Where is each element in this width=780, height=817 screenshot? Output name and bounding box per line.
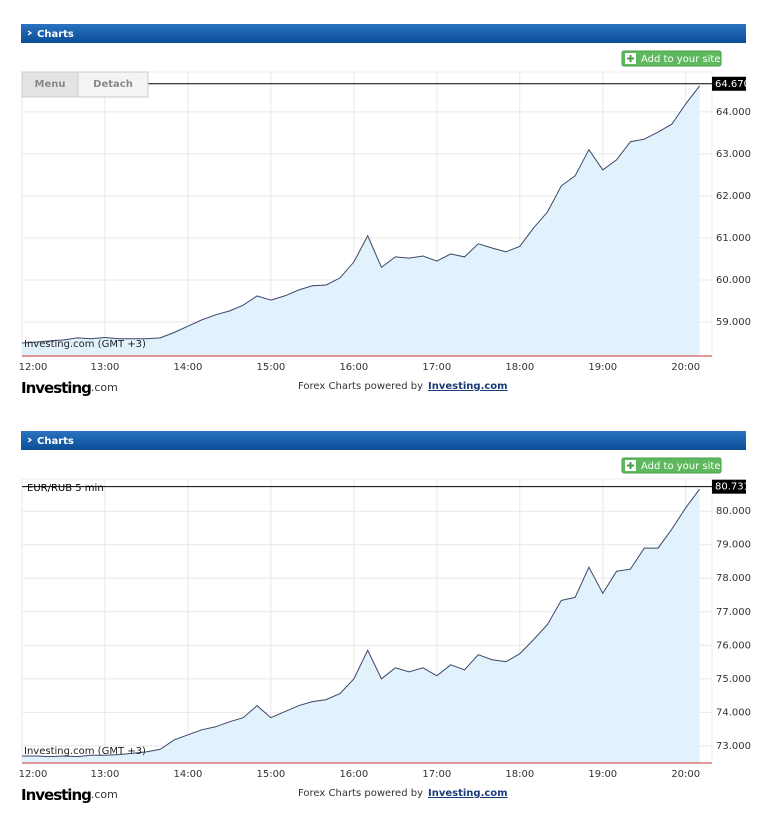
panel-header [21,431,746,450]
watermark: Investing.com (GMT +3) [24,339,146,350]
header-icon [27,30,33,36]
x-tick-label: 17:00 [422,362,451,373]
add-button[interactable]: Add to your site [621,50,722,67]
button-bg [621,50,722,67]
current-price-box [712,76,746,91]
header-title: Charts [37,29,74,40]
x-tick-label: 12:00 [19,362,48,373]
x-tick-label: 12:00 [19,769,48,780]
watermark: Investing.com (GMT +3) [24,746,146,757]
header-icon [27,437,33,443]
menu-button-label: Menu [35,79,66,90]
current-price-label: 64.670 [715,79,750,90]
menu-button[interactable]: Menu [21,71,79,98]
x-tick-label: 16:00 [339,362,368,373]
logo-suffix: .com [91,381,118,394]
menu-button[interactable]: Detach [77,71,149,98]
x-tick-label: 13:00 [91,362,120,373]
y-tick-label: 74.000 [716,707,751,718]
add-button[interactable]: Add to your site [621,457,722,474]
area [22,85,700,357]
logo-suffix: .com [91,788,118,801]
x-tick-label: 15:00 [256,769,285,780]
x-tick-label: 20:00 [671,769,700,780]
y-tick-label: 77.000 [716,607,751,618]
x-tick-label: 19:00 [588,362,617,373]
powered-text: Forex Charts powered by [298,381,423,392]
y-tick-label: 62.000 [716,191,751,202]
logo-name: Investing [21,379,91,397]
current-price-box [712,479,746,494]
panel-header [21,24,746,43]
logo-name: Investing [21,786,91,804]
y-tick-label: 63.000 [716,149,751,160]
x-tick-label: 17:00 [422,769,451,780]
y-tick-label: 64.000 [716,107,751,118]
x-tick-label: 20:00 [671,362,700,373]
y-tick-label: 76.000 [716,640,751,651]
y-tick-label: 61.000 [716,233,751,244]
x-tick-label: 18:00 [505,769,534,780]
y-tick-label: 75.000 [716,674,751,685]
header-title: Charts [37,436,74,447]
y-tick-label: 60.000 [716,275,751,286]
x-tick-label: 16:00 [339,769,368,780]
powered-link[interactable]: Investing.com [428,381,508,392]
price-line [22,488,701,758]
y-tick-label: 73.000 [716,741,751,752]
menu-button-label: Detach [93,79,133,90]
logo: Investing.com [21,379,118,397]
plus-icon [627,462,634,469]
x-tick-label: 18:00 [505,362,534,373]
logo: Investing.com [21,786,118,804]
x-tick-label: 19:00 [588,769,617,780]
x-tick-label: 13:00 [91,769,120,780]
powered-link[interactable]: Investing.com [428,788,508,799]
menu-button-bg [77,71,149,98]
x-tick-label: 15:00 [256,362,285,373]
button-label: Add to your site [641,461,720,472]
y-tick-label: 79.000 [716,540,751,551]
current-price-label: 80.731 [715,482,750,493]
x-tick-label: 14:00 [174,769,203,780]
menu-button-bg [21,71,79,98]
powered-text: Forex Charts powered by [298,788,423,799]
button-bg [621,457,722,474]
x-tick-label: 14:00 [174,362,203,373]
chart-title: EUR/RUB 5 min [27,483,104,494]
y-tick-label: 80.000 [716,506,751,517]
button-label: Add to your site [641,54,720,65]
price-line [21,85,700,344]
area [22,489,700,763]
y-tick-label: 78.000 [716,573,751,584]
plus-icon [627,55,634,62]
y-tick-label: 59.000 [716,317,751,328]
